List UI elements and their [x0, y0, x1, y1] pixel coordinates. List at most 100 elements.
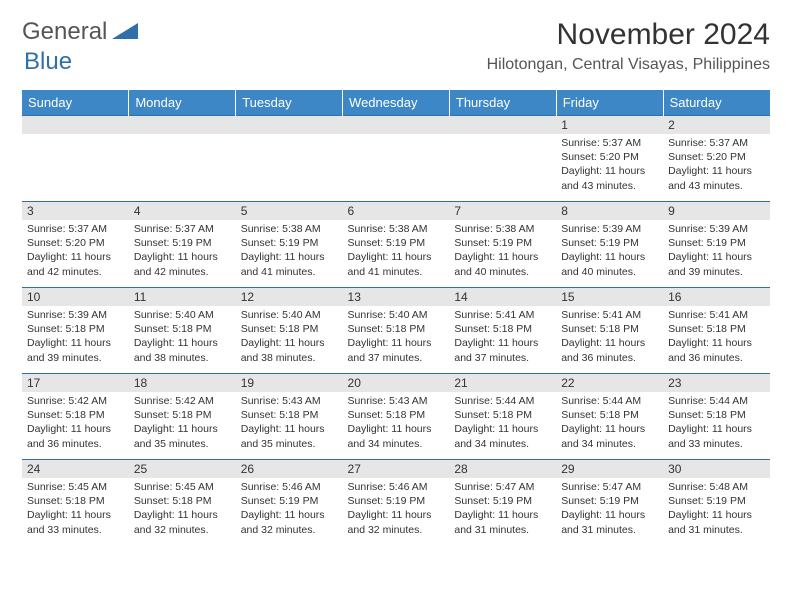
calendar-day: 2Sunrise: 5:37 AMSunset: 5:20 PMDaylight… — [663, 116, 770, 202]
day-number: 27 — [343, 460, 450, 478]
day-header-saturday: Saturday — [663, 90, 770, 116]
day-number: 3 — [22, 202, 129, 220]
calendar-day: 7Sunrise: 5:38 AMSunset: 5:19 PMDaylight… — [449, 202, 556, 288]
calendar-day: 22Sunrise: 5:44 AMSunset: 5:18 PMDayligh… — [556, 374, 663, 460]
day-info: Sunrise: 5:40 AMSunset: 5:18 PMDaylight:… — [343, 306, 450, 369]
calendar-day: 17Sunrise: 5:42 AMSunset: 5:18 PMDayligh… — [22, 374, 129, 460]
calendar-week: 17Sunrise: 5:42 AMSunset: 5:18 PMDayligh… — [22, 374, 770, 460]
day-number — [343, 116, 450, 134]
day-number: 17 — [22, 374, 129, 392]
day-header-wednesday: Wednesday — [343, 90, 450, 116]
calendar-day: 30Sunrise: 5:48 AMSunset: 5:19 PMDayligh… — [663, 460, 770, 546]
day-number: 24 — [22, 460, 129, 478]
day-header-friday: Friday — [556, 90, 663, 116]
day-info: Sunrise: 5:46 AMSunset: 5:19 PMDaylight:… — [236, 478, 343, 541]
calendar-day: 11Sunrise: 5:40 AMSunset: 5:18 PMDayligh… — [129, 288, 236, 374]
day-number: 16 — [663, 288, 770, 306]
day-info: Sunrise: 5:45 AMSunset: 5:18 PMDaylight:… — [22, 478, 129, 541]
day-info: Sunrise: 5:38 AMSunset: 5:19 PMDaylight:… — [343, 220, 450, 283]
day-info: Sunrise: 5:41 AMSunset: 5:18 PMDaylight:… — [449, 306, 556, 369]
day-number: 12 — [236, 288, 343, 306]
day-info: Sunrise: 5:43 AMSunset: 5:18 PMDaylight:… — [236, 392, 343, 455]
calendar-day: 21Sunrise: 5:44 AMSunset: 5:18 PMDayligh… — [449, 374, 556, 460]
day-info: Sunrise: 5:48 AMSunset: 5:19 PMDaylight:… — [663, 478, 770, 541]
day-info: Sunrise: 5:47 AMSunset: 5:19 PMDaylight:… — [449, 478, 556, 541]
calendar-day: 26Sunrise: 5:46 AMSunset: 5:19 PMDayligh… — [236, 460, 343, 546]
day-number: 2 — [663, 116, 770, 134]
calendar-day: 5Sunrise: 5:38 AMSunset: 5:19 PMDaylight… — [236, 202, 343, 288]
calendar-day: 29Sunrise: 5:47 AMSunset: 5:19 PMDayligh… — [556, 460, 663, 546]
calendar-day: 13Sunrise: 5:40 AMSunset: 5:18 PMDayligh… — [343, 288, 450, 374]
calendar-day: 1Sunrise: 5:37 AMSunset: 5:20 PMDaylight… — [556, 116, 663, 202]
calendar-day-empty — [343, 116, 450, 202]
day-info: Sunrise: 5:39 AMSunset: 5:19 PMDaylight:… — [663, 220, 770, 283]
day-info: Sunrise: 5:38 AMSunset: 5:19 PMDaylight:… — [236, 220, 343, 283]
day-info: Sunrise: 5:40 AMSunset: 5:18 PMDaylight:… — [236, 306, 343, 369]
day-header-sunday: Sunday — [22, 90, 129, 116]
day-info: Sunrise: 5:44 AMSunset: 5:18 PMDaylight:… — [663, 392, 770, 455]
day-number: 25 — [129, 460, 236, 478]
day-number: 22 — [556, 374, 663, 392]
calendar-day-empty — [129, 116, 236, 202]
day-info: Sunrise: 5:43 AMSunset: 5:18 PMDaylight:… — [343, 392, 450, 455]
day-info: Sunrise: 5:39 AMSunset: 5:18 PMDaylight:… — [22, 306, 129, 369]
day-number: 21 — [449, 374, 556, 392]
calendar-day: 10Sunrise: 5:39 AMSunset: 5:18 PMDayligh… — [22, 288, 129, 374]
calendar-day-empty — [449, 116, 556, 202]
day-number: 7 — [449, 202, 556, 220]
day-number: 4 — [129, 202, 236, 220]
calendar-week: 1Sunrise: 5:37 AMSunset: 5:20 PMDaylight… — [22, 116, 770, 202]
day-number: 29 — [556, 460, 663, 478]
day-number: 28 — [449, 460, 556, 478]
calendar-day: 23Sunrise: 5:44 AMSunset: 5:18 PMDayligh… — [663, 374, 770, 460]
calendar-day: 18Sunrise: 5:42 AMSunset: 5:18 PMDayligh… — [129, 374, 236, 460]
calendar-week: 3Sunrise: 5:37 AMSunset: 5:20 PMDaylight… — [22, 202, 770, 288]
day-number — [22, 116, 129, 134]
day-number: 15 — [556, 288, 663, 306]
calendar-week: 10Sunrise: 5:39 AMSunset: 5:18 PMDayligh… — [22, 288, 770, 374]
day-number: 1 — [556, 116, 663, 134]
calendar-day: 12Sunrise: 5:40 AMSunset: 5:18 PMDayligh… — [236, 288, 343, 374]
day-info: Sunrise: 5:39 AMSunset: 5:19 PMDaylight:… — [556, 220, 663, 283]
title-block: November 2024 Hilotongan, Central Visaya… — [487, 18, 770, 74]
calendar-day: 14Sunrise: 5:41 AMSunset: 5:18 PMDayligh… — [449, 288, 556, 374]
day-info: Sunrise: 5:37 AMSunset: 5:20 PMDaylight:… — [663, 134, 770, 197]
day-info: Sunrise: 5:40 AMSunset: 5:18 PMDaylight:… — [129, 306, 236, 369]
logo: General — [22, 18, 140, 46]
calendar-day: 15Sunrise: 5:41 AMSunset: 5:18 PMDayligh… — [556, 288, 663, 374]
day-info: Sunrise: 5:37 AMSunset: 5:19 PMDaylight:… — [129, 220, 236, 283]
calendar-day: 27Sunrise: 5:46 AMSunset: 5:19 PMDayligh… — [343, 460, 450, 546]
location-subtitle: Hilotongan, Central Visayas, Philippines — [487, 56, 770, 74]
day-info: Sunrise: 5:38 AMSunset: 5:19 PMDaylight:… — [449, 220, 556, 283]
logo-text-1: General — [22, 18, 107, 46]
day-info: Sunrise: 5:44 AMSunset: 5:18 PMDaylight:… — [556, 392, 663, 455]
day-number: 9 — [663, 202, 770, 220]
day-info: Sunrise: 5:44 AMSunset: 5:18 PMDaylight:… — [449, 392, 556, 455]
calendar-day-empty — [236, 116, 343, 202]
day-number: 26 — [236, 460, 343, 478]
day-number: 6 — [343, 202, 450, 220]
day-number — [129, 116, 236, 134]
calendar-day: 9Sunrise: 5:39 AMSunset: 5:19 PMDaylight… — [663, 202, 770, 288]
calendar-day: 8Sunrise: 5:39 AMSunset: 5:19 PMDaylight… — [556, 202, 663, 288]
calendar-day: 3Sunrise: 5:37 AMSunset: 5:20 PMDaylight… — [22, 202, 129, 288]
day-header-tuesday: Tuesday — [236, 90, 343, 116]
month-title: November 2024 — [487, 18, 770, 52]
day-info: Sunrise: 5:37 AMSunset: 5:20 PMDaylight:… — [22, 220, 129, 283]
day-number: 10 — [22, 288, 129, 306]
day-number: 14 — [449, 288, 556, 306]
day-number — [449, 116, 556, 134]
day-number: 5 — [236, 202, 343, 220]
calendar-week: 24Sunrise: 5:45 AMSunset: 5:18 PMDayligh… — [22, 460, 770, 546]
day-info: Sunrise: 5:41 AMSunset: 5:18 PMDaylight:… — [556, 306, 663, 369]
logo-text-2: Blue — [24, 48, 72, 75]
day-number: 30 — [663, 460, 770, 478]
day-info: Sunrise: 5:41 AMSunset: 5:18 PMDaylight:… — [663, 306, 770, 369]
day-number — [236, 116, 343, 134]
day-number: 23 — [663, 374, 770, 392]
logo-triangle-icon — [112, 21, 138, 44]
day-number: 11 — [129, 288, 236, 306]
calendar-day-empty — [22, 116, 129, 202]
day-header-row: SundayMondayTuesdayWednesdayThursdayFrid… — [22, 90, 770, 116]
calendar-day: 16Sunrise: 5:41 AMSunset: 5:18 PMDayligh… — [663, 288, 770, 374]
